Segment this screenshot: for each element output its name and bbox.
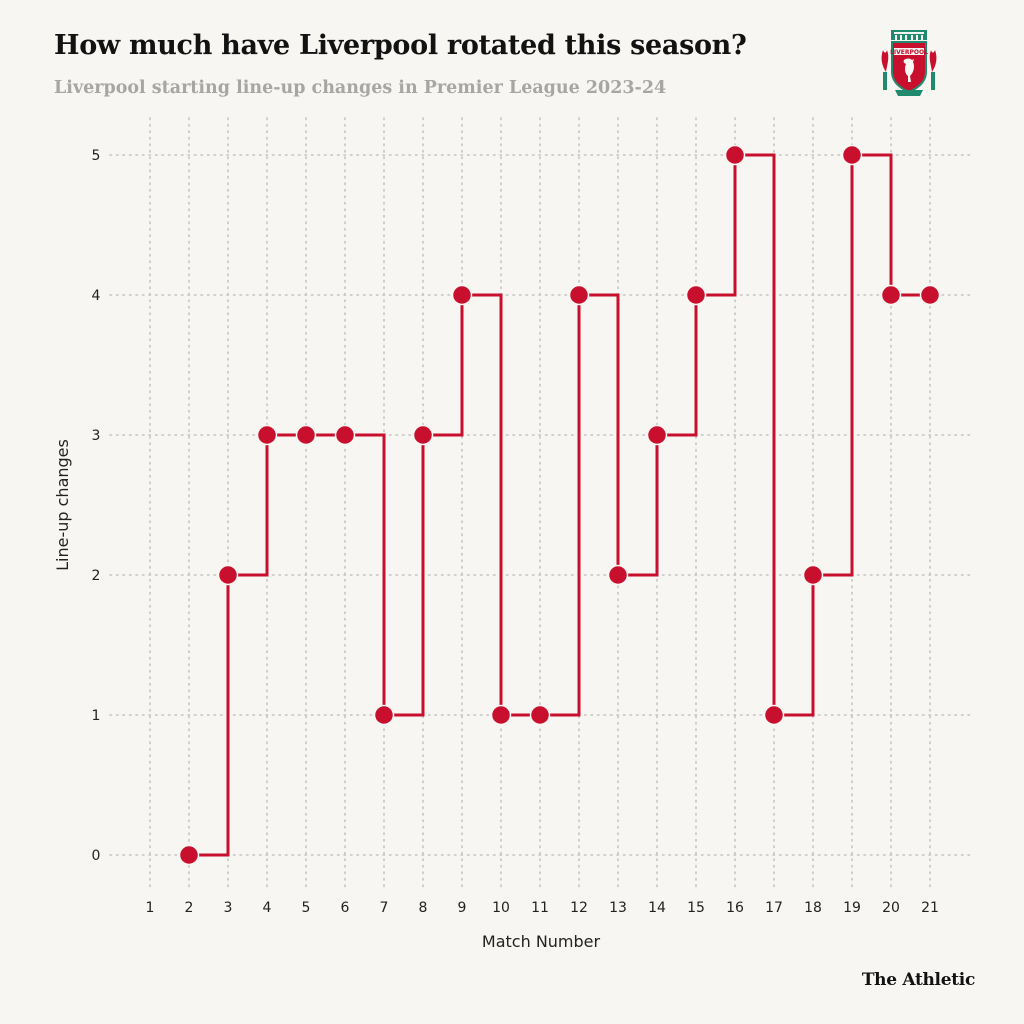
y-tick-label: 4 xyxy=(92,288,101,304)
data-point xyxy=(256,424,278,446)
liverpool-crest-icon: LIVERPOOL xyxy=(878,28,940,100)
x-tick-label: 12 xyxy=(570,900,588,916)
x-tick-label: 7 xyxy=(380,900,389,916)
data-point xyxy=(217,564,239,586)
data-point xyxy=(529,704,551,726)
x-tick-label: 8 xyxy=(419,900,428,916)
x-tick-label: 3 xyxy=(224,900,233,916)
brand-logo: The Athletic xyxy=(861,970,975,990)
y-tick-label: 1 xyxy=(92,708,101,724)
y-tick-label: 3 xyxy=(92,428,101,444)
data-point xyxy=(919,284,941,306)
svg-text:LIVERPOOL: LIVERPOOL xyxy=(890,49,928,56)
data-point xyxy=(841,144,863,166)
series-line xyxy=(189,153,930,857)
data-point xyxy=(763,704,785,726)
data-point xyxy=(178,844,200,866)
data-point xyxy=(880,284,902,306)
x-tick-label: 14 xyxy=(648,900,666,916)
x-tick-label: 2 xyxy=(185,900,194,916)
x-tick-label: 13 xyxy=(609,900,627,916)
data-point xyxy=(334,424,356,446)
data-point xyxy=(490,704,512,726)
chart-title: How much have Liverpool rotated this sea… xyxy=(54,30,747,61)
x-tick-label: 4 xyxy=(263,900,272,916)
data-point xyxy=(646,424,668,446)
series-line-up-changes xyxy=(178,144,941,866)
y-tick-label: 0 xyxy=(92,848,101,864)
data-point xyxy=(295,424,317,446)
x-tick-label: 17 xyxy=(765,900,783,916)
x-tick-label: 21 xyxy=(921,900,939,916)
x-tick-label: 20 xyxy=(882,900,900,916)
data-point xyxy=(685,284,707,306)
y-tick-label: 5 xyxy=(92,148,101,164)
data-point xyxy=(412,424,434,446)
data-point xyxy=(568,284,590,306)
grid xyxy=(109,117,973,889)
x-tick-label: 5 xyxy=(302,900,311,916)
data-point xyxy=(451,284,473,306)
y-axis-label: Line-up changes xyxy=(53,439,72,571)
data-point xyxy=(724,144,746,166)
x-tick-label: 18 xyxy=(804,900,822,916)
data-point xyxy=(607,564,629,586)
x-tick-label: 15 xyxy=(687,900,705,916)
x-tick-label: 9 xyxy=(458,900,467,916)
x-axis-label: Match Number xyxy=(482,932,601,951)
x-tick-label: 19 xyxy=(843,900,861,916)
x-tick-label: 11 xyxy=(531,900,549,916)
data-point xyxy=(373,704,395,726)
x-tick-label: 16 xyxy=(726,900,744,916)
x-tick-label: 1 xyxy=(146,900,155,916)
chart-subtitle: Liverpool starting line-up changes in Pr… xyxy=(54,78,667,98)
data-point xyxy=(802,564,824,586)
x-tick-label: 6 xyxy=(341,900,350,916)
y-tick-label: 2 xyxy=(92,568,101,584)
x-tick-label: 10 xyxy=(492,900,510,916)
